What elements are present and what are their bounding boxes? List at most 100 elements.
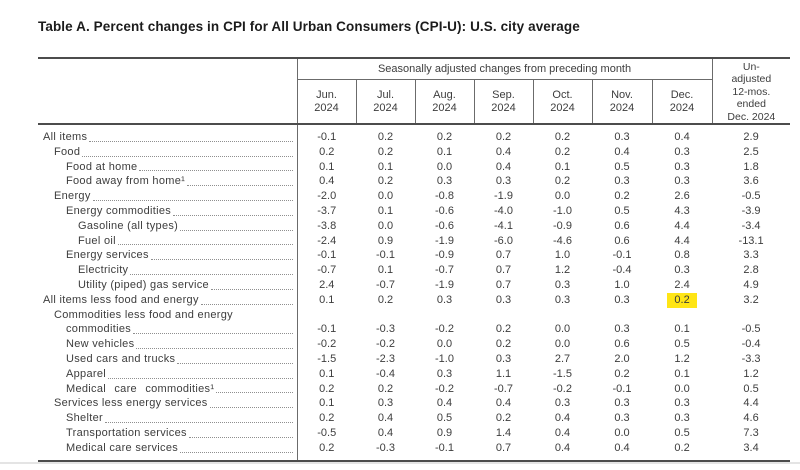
value-cell: 0.5: [674, 338, 690, 351]
row-label-cell: Utility (piped) gas service: [38, 278, 298, 293]
value-cell: 0.3: [377, 397, 394, 410]
value-cell: -0.1: [612, 249, 632, 262]
page-title: Table A. Percent changes in CPI for All …: [38, 19, 580, 34]
value-cell: -0.2: [553, 382, 572, 395]
value-cell: -2.3: [376, 352, 395, 365]
value-cell: 0.0: [436, 338, 453, 351]
value-cell: -1.5: [317, 352, 337, 365]
value-cell: 0.0: [674, 382, 690, 395]
row-label-cell: Food at home: [38, 159, 298, 175]
annual-value-cell: 3.2: [743, 293, 759, 306]
leader-dots: [92, 200, 293, 202]
leader-dots: [180, 229, 293, 231]
table-row: Medical care commodities¹ 0.2 0.2 -0.2 -0.7 -…: [38, 381, 790, 397]
leader-dots: [187, 185, 293, 187]
leader-dots: [117, 244, 293, 246]
value-cell: -0.9: [435, 249, 454, 262]
row-label: Services less energy services: [38, 396, 297, 411]
leader-dots: [136, 347, 293, 349]
value-cell: -0.5: [317, 426, 337, 439]
value-cell: 0.3: [436, 293, 453, 306]
value-cell: 0.2: [554, 131, 571, 144]
annual-value-cell: -3.3: [741, 352, 761, 365]
value-cell: 1.2: [674, 352, 690, 365]
value-cell: 0.2: [495, 412, 512, 425]
cpi-table: Seasonally adjusted changes from precedi…: [38, 56, 791, 462]
row-label-text: New vehicles: [66, 338, 135, 351]
value-cell: 0.1: [377, 205, 394, 218]
value-cell: 0.5: [614, 160, 630, 173]
value-cell: -0.7: [317, 264, 337, 277]
month-header: Aug. 2024: [415, 79, 475, 126]
value-cell: 0.5: [436, 412, 453, 425]
value-cell: 0.2: [319, 382, 335, 395]
row-label-cell: Energy commodities: [38, 204, 298, 219]
row-label-cell: Commodities less food and energy commodit…: [38, 307, 298, 338]
leader-dots: [108, 377, 293, 379]
row-label: All items: [38, 130, 297, 145]
value-cell: 0.3: [495, 352, 512, 365]
value-cell: -0.6: [435, 205, 454, 218]
leader-dots: [177, 362, 293, 364]
value-cell: 0.7: [495, 264, 512, 277]
value-cell: 0.1: [436, 145, 453, 158]
row-label-text: Food: [54, 145, 81, 158]
month-header: Oct. 2024: [533, 79, 593, 126]
leader-dots: [210, 288, 293, 290]
value-cell: -4.0: [494, 205, 513, 218]
value-cell: 0.2: [652, 440, 713, 462]
value-cell: 0.7: [495, 279, 512, 291]
value-cell: 0.8: [674, 249, 690, 262]
value-cell: 1.4: [495, 426, 512, 439]
table-row: Utility (piped) gas service 2.4 -0.7 -1.9 0.…: [38, 278, 790, 293]
value-cell: 0.9: [377, 234, 394, 247]
row-label-text: commodities: [66, 323, 132, 336]
row-label: Apparel: [38, 367, 297, 382]
leader-dots: [216, 392, 293, 394]
table-row: Food at home 0.1 0.1 0.0 0.4 0.1 0.5 0.3 1.8: [38, 159, 790, 175]
value-cell: 0.6: [614, 234, 630, 247]
row-label: All items less food and energy: [38, 293, 297, 308]
value-cell: 0.4: [319, 175, 335, 188]
row-label-text: Food at home: [66, 160, 138, 173]
value-cell: -0.7: [494, 382, 513, 395]
row-label-text: Used cars and trucks: [66, 352, 176, 365]
value-cell: 0.3: [614, 131, 630, 144]
value-cell: 2.7: [554, 352, 571, 365]
value-cell: 0.3: [614, 412, 630, 425]
table-row: Transportation services -0.5 0.4 0.9 1.4 0.4 0…: [38, 425, 790, 441]
page-bottom-rule: [0, 462, 800, 464]
row-label-text: Services less energy services: [54, 397, 208, 410]
row-label: Commodities less food and energy: [38, 308, 297, 323]
leader-dots: [133, 333, 293, 335]
row-label-text: Medical care commodities¹: [66, 382, 215, 395]
row-label: Fuel oil: [38, 234, 297, 249]
value-cell: 0.3: [674, 264, 690, 277]
leader-dots: [130, 274, 293, 275]
table-row: Gasoline (all types) -3.8 0.0 -0.6 -4.1 -0.9 0…: [38, 218, 790, 234]
value-cell: 0.2: [614, 190, 630, 203]
annual-value-cell: -0.4: [741, 338, 761, 351]
value-cell: 0.1: [319, 397, 335, 410]
row-label-cell: Electricity: [38, 263, 298, 278]
table-row: All items less food and energy 0.1 0.2 0.3 0…: [38, 292, 790, 308]
value-cell: -1.5: [553, 367, 572, 380]
value-cell: 0.4: [533, 440, 592, 462]
row-label-text: Electricity: [78, 264, 129, 277]
value-cell: 2.4: [319, 279, 335, 291]
value-cell: -4.6: [553, 234, 572, 247]
annual-value-cell: 1.2: [743, 367, 759, 380]
value-cell: 0.3: [436, 175, 453, 188]
table-row: Electricity -0.7 0.1 -0.7 0.7 1.2 -0.4 0.3 2.8: [38, 263, 790, 278]
value-cell: 0.3: [495, 175, 512, 188]
table-body: All items -0.1 0.2 0.2 0.2 0.2 0.3 0.4 2.9 Food 0.…: [38, 124, 791, 462]
row-label: Shelter: [38, 411, 297, 426]
row-label: Energy services: [38, 248, 297, 263]
value-cell: -0.8: [435, 190, 454, 203]
row-label-text: Fuel oil: [78, 234, 116, 247]
value-cell: 2.0: [614, 352, 630, 365]
month-header: Dec. 2024: [652, 79, 713, 126]
row-label: Food away from home¹: [38, 174, 297, 189]
value-cell: 0.4: [674, 131, 690, 144]
value-cell: 0.3: [674, 412, 690, 425]
